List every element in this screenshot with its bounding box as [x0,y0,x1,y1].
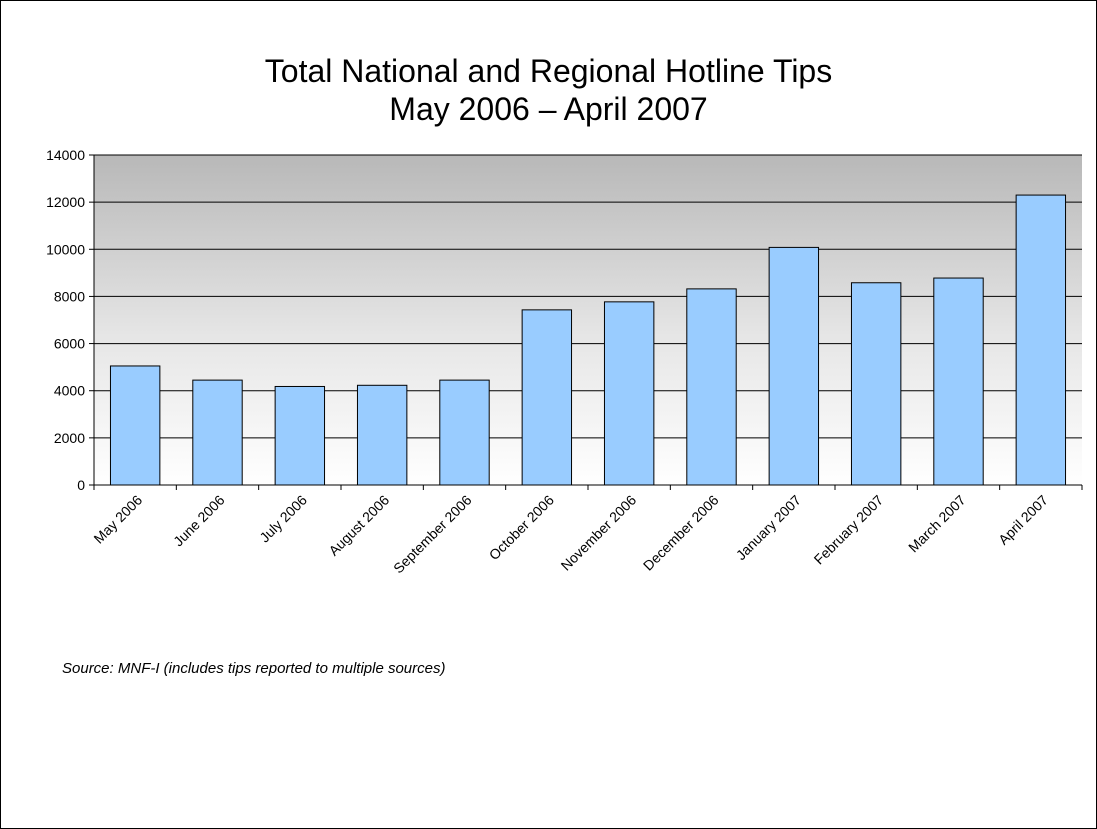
bar [686,288,737,486]
bar [192,379,243,486]
y-tick-label: 2000 [54,430,85,446]
y-tick-label: 8000 [54,288,85,304]
x-tick-label: July 2006 [256,492,310,546]
plot-area: 0 2000 4000 6000 8000 10000 12000 14000 May 2006… [46,147,1083,577]
x-tick-label: June 2006 [170,492,228,550]
chart-title: Total National and Regional Hotline Tips [264,53,833,89]
x-tick-label: December 2006 [640,492,722,574]
bar [109,365,161,486]
bar [768,246,820,486]
y-tick-label: 12000 [46,194,85,210]
bar [850,282,902,486]
x-tick-label: January 2007 [733,492,804,563]
bar [933,277,984,486]
bar [1015,194,1067,486]
x-tick-label: September 2006 [390,492,475,577]
y-tick-label: 0 [77,477,85,493]
source-note: Source: MNF-I (includes tips reported to… [62,660,446,677]
x-tick-label: May 2006 [90,492,145,547]
y-tick-label: 6000 [54,336,85,352]
x-tick-label: November 2006 [558,492,640,574]
x-tick-label: March 2007 [905,492,969,556]
bar [356,384,408,486]
y-tick-label: 14000 [46,147,85,163]
bar [603,301,655,486]
x-tick-label: April 2007 [995,492,1051,548]
y-tick-label: 4000 [54,383,85,399]
x-tick-label: February 2007 [811,492,887,568]
bar [521,309,573,486]
chart-subtitle: May 2006 – April 2007 [389,91,708,127]
x-tick-label: August 2006 [325,492,392,559]
bar [439,379,490,486]
bar [274,385,326,486]
y-tick-label: 10000 [46,241,85,257]
x-tick-label: October 2006 [486,492,557,563]
plot-background [94,155,1082,485]
